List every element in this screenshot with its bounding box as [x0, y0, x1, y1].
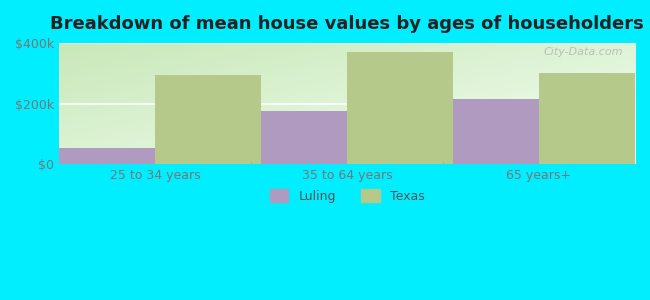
Text: City-Data.com: City-Data.com: [544, 46, 623, 56]
Bar: [539, 73, 645, 164]
Bar: [347, 52, 452, 164]
Bar: [155, 75, 261, 164]
Title: Breakdown of mean house values by ages of householders: Breakdown of mean house values by ages o…: [50, 15, 644, 33]
Bar: [434, 99, 539, 164]
Bar: [241, 111, 347, 164]
Legend: Luling, Texas: Luling, Texas: [263, 183, 430, 209]
Bar: [49, 148, 155, 164]
